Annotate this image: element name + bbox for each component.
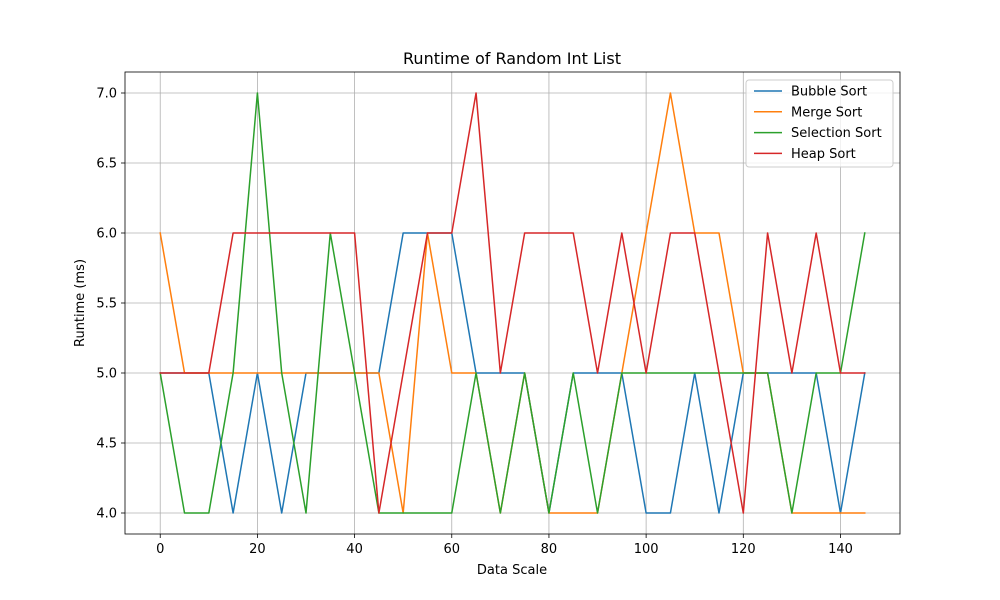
y-axis-label: Runtime (ms)	[73, 259, 88, 347]
axis-ticks: 0 20 40 60 80 100 120 140 4.0 4.5 5.0 5.5 6.0 6.5 7.0	[96, 87, 853, 558]
x-tick-label: 80	[541, 542, 558, 557]
series-line-selection-sort	[159, 92, 866, 514]
legend-label-bubble-sort: Bubble Sort	[791, 85, 867, 100]
y-tick-label: 5.5	[96, 297, 117, 312]
y-tick-label: 4.5	[96, 437, 117, 452]
series-group	[159, 92, 866, 514]
legend: Bubble Sort Merge Sort Selection Sort Heap …	[745, 79, 894, 168]
x-tick-label: 20	[249, 542, 266, 557]
x-tick-label: 0	[156, 542, 164, 557]
x-axis-label: Data Scale	[477, 563, 547, 578]
legend-label-merge-sort: Merge Sort	[791, 105, 862, 120]
x-tick-label: 60	[443, 542, 460, 557]
legend-label-heap-sort: Heap Sort	[791, 147, 856, 162]
x-tick-label: 40	[346, 542, 363, 557]
x-tick-label: 120	[731, 542, 756, 557]
chart-title: Runtime of Random Int List	[403, 49, 621, 68]
legend-box	[745, 79, 894, 168]
legend-label-selection-sort: Selection Sort	[791, 126, 882, 141]
series-line-heap-sort	[159, 92, 866, 514]
y-tick-label: 6.0	[96, 227, 117, 242]
x-tick-label: 100	[634, 542, 659, 557]
y-tick-label: 4.0	[96, 507, 117, 522]
y-tick-label: 7.0	[96, 87, 117, 102]
y-tick-label: 6.5	[96, 157, 117, 172]
x-tick-label: 140	[828, 542, 853, 557]
y-tick-label: 5.0	[96, 367, 117, 382]
